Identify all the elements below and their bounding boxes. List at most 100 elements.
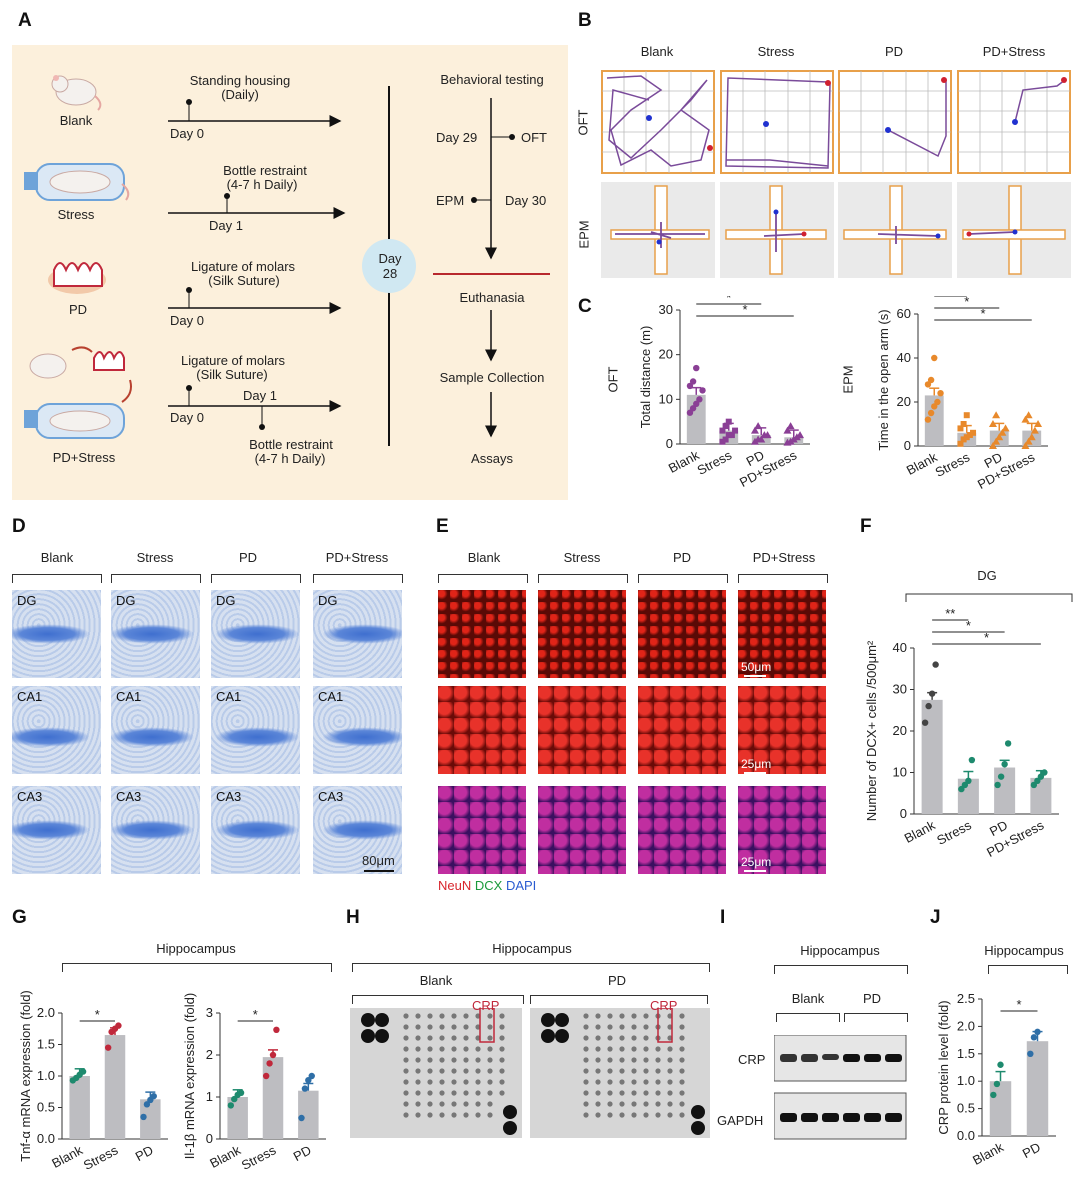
array-spot [439, 1112, 445, 1118]
d-bracket-pd [211, 574, 301, 583]
array-spot [583, 1068, 589, 1074]
array-spot [427, 1013, 433, 1019]
array-spot [451, 1079, 457, 1085]
bar-pd [140, 1099, 161, 1139]
data-point [995, 433, 1004, 441]
significance-marker: * [948, 296, 953, 297]
h-crp-label-pd: CRP [650, 998, 678, 1013]
gapdh-band [843, 1113, 860, 1122]
h-group-blank: Blank [419, 973, 453, 988]
panel-label-i: I [720, 907, 726, 928]
legend-dapi: DAPI [505, 878, 537, 893]
y-tick-label: 20 [893, 723, 907, 738]
x-tick-label: Blank [902, 817, 938, 846]
array-spot [415, 1057, 421, 1063]
day28-label: Day [378, 251, 402, 266]
array-spot [667, 1068, 673, 1074]
e-col-blank: Blank [467, 550, 501, 565]
array-spot [631, 1057, 637, 1063]
array-spot [607, 1101, 613, 1107]
data-point [725, 432, 732, 439]
array-spot [415, 1035, 421, 1041]
array-spot [679, 1057, 685, 1063]
array-spot [463, 1090, 469, 1096]
array-spot [487, 1090, 493, 1096]
array-spot [679, 1090, 685, 1096]
significance-marker: * [980, 306, 985, 321]
b-epm-track-pdstress [957, 182, 1071, 278]
title-bracket [905, 593, 1073, 602]
data-point [298, 1114, 305, 1122]
array-spot [679, 1046, 685, 1052]
x-tick-label: Stress [695, 447, 735, 478]
legend-neun: NeuN [438, 878, 472, 893]
j-bracket [988, 965, 1068, 974]
data-point [957, 425, 964, 432]
data-point [1024, 411, 1033, 419]
data-point [227, 1102, 235, 1109]
h-bracket-blank [352, 995, 524, 1004]
array-spot [427, 1079, 433, 1085]
blank-day-label: Day 0 [170, 126, 204, 141]
data-point [1027, 433, 1036, 441]
d-bracket-stress [111, 574, 201, 583]
data-point [993, 1080, 1001, 1088]
b-row-oft: OFT [575, 109, 591, 136]
crp-band [801, 1054, 818, 1062]
rat-pdstress-illustration [24, 346, 132, 439]
group-label-pd: PD [68, 302, 88, 317]
y-tick-label: 2.0 [957, 1018, 975, 1033]
e-col-pdstress: PD+Stress [752, 550, 816, 565]
array-spot [607, 1057, 613, 1063]
data-point [1001, 761, 1008, 768]
array-spot [607, 1090, 613, 1096]
array-spot [643, 1112, 649, 1118]
panel-label-e: E [436, 516, 449, 537]
data-point [719, 438, 726, 445]
data-point [932, 661, 939, 668]
array-spot [403, 1024, 409, 1030]
data-point [960, 436, 967, 443]
bar-blank [69, 1076, 90, 1139]
i-group-pd: PD [862, 991, 882, 1006]
data-point [934, 398, 941, 406]
panel-a-timelines [168, 86, 550, 446]
y-tick-label: 40 [897, 350, 911, 365]
b-row-epm: EPM [576, 220, 592, 249]
group-label-pdstress: PD+Stress [52, 450, 116, 465]
data-point [763, 431, 772, 439]
pdstress-timeline-label: Ligature of molars [180, 353, 286, 368]
significance-marker: * [984, 630, 989, 645]
data-point [966, 432, 973, 438]
reference-spot [691, 1121, 705, 1135]
data-point [1034, 1028, 1041, 1036]
array-spot [487, 1079, 493, 1085]
array-spot [607, 1013, 613, 1019]
crp-band [864, 1054, 881, 1062]
rat-blank-illustration [51, 75, 102, 111]
array-spot [499, 1068, 505, 1074]
array-spot [415, 1013, 421, 1019]
array-spot [631, 1068, 637, 1074]
data-point [994, 781, 1001, 789]
significance-marker: ** [945, 606, 955, 621]
data-point [269, 1051, 277, 1059]
e-bracket-blank [438, 574, 528, 583]
array-spot [655, 1112, 661, 1118]
i-western-blot [774, 1035, 907, 1140]
y-tick-label: 0 [900, 806, 907, 821]
y-axis-label: Number of DCX+ cells /500μm² [864, 640, 879, 821]
data-point [1021, 442, 1030, 449]
data-point [963, 412, 970, 419]
e-scale-bar-1 [744, 675, 766, 677]
data-point [237, 1089, 245, 1096]
crp-highlight-box [479, 1008, 495, 1043]
data-point [104, 1044, 112, 1051]
data-point [990, 1091, 997, 1099]
significance-marker: * [742, 302, 747, 317]
data-point [937, 390, 944, 397]
h-title: Hippocampus [492, 941, 572, 956]
j-title: Hippocampus [984, 943, 1064, 958]
array-spot [619, 1046, 625, 1052]
array-spot [487, 1057, 493, 1063]
